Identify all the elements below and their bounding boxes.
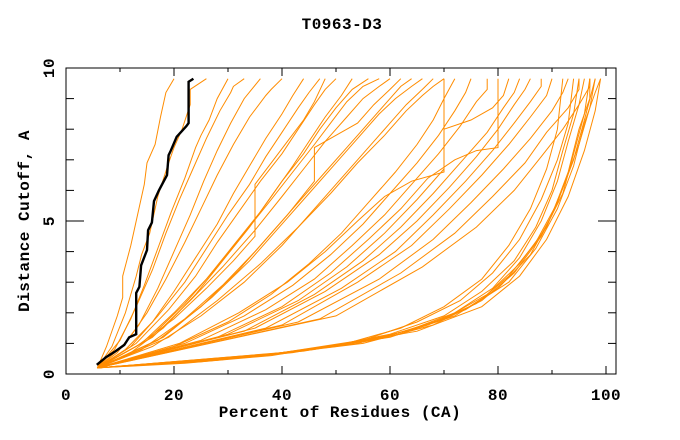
y-axis-title: Distance Cutoff, A — [16, 130, 34, 312]
x-tick-label: 0 — [61, 387, 71, 405]
model-curve — [97, 78, 542, 369]
model-curve — [96, 78, 207, 369]
plot-frame — [65, 67, 617, 375]
x-tick-label: 100 — [591, 387, 621, 405]
model-curve — [97, 78, 596, 369]
x-tick-label: 80 — [488, 387, 508, 405]
model-curve — [96, 78, 245, 369]
model-curve — [96, 78, 283, 369]
model-curve — [97, 78, 337, 369]
x-tick-label: 40 — [272, 387, 292, 405]
model-curve — [97, 78, 602, 369]
model-curve — [97, 78, 321, 369]
model-curve — [97, 78, 602, 369]
model-curve — [97, 78, 510, 369]
model-curve — [97, 78, 591, 369]
highlighted-model-curve — [96, 77, 195, 366]
model-curve — [97, 78, 569, 369]
model-curve — [97, 78, 472, 369]
model-curve — [97, 78, 553, 369]
y-tick-label: 5 — [41, 216, 59, 226]
model-curve — [96, 78, 175, 369]
model-curve — [97, 78, 521, 369]
x-tick-label: 20 — [164, 387, 184, 405]
model-curve — [97, 78, 423, 369]
x-tick-label: 60 — [380, 387, 400, 405]
model-curve — [97, 78, 412, 369]
model-curve — [97, 78, 380, 369]
y-tick-label: 0 — [41, 369, 59, 379]
model-curve — [97, 78, 531, 369]
model-curve — [97, 78, 591, 369]
model-curve — [97, 78, 564, 369]
model-curve — [97, 78, 369, 369]
y-tick-label: 10 — [41, 58, 59, 78]
axes-frame — [65, 67, 617, 375]
model-curves — [96, 77, 602, 369]
model-curve — [97, 78, 591, 369]
model-curve — [97, 78, 596, 369]
model-curve — [97, 78, 456, 369]
plot-title: T0963-D3 — [302, 16, 383, 34]
model-curve — [97, 78, 488, 369]
model-curve — [97, 78, 445, 369]
model-curve — [97, 78, 499, 369]
model-curve — [97, 78, 326, 369]
model-curve — [97, 78, 445, 369]
tick-labels: 0 20 40 60 80 100 0 5 10 — [41, 58, 621, 405]
model-curve — [97, 78, 391, 369]
model-curve — [97, 78, 434, 369]
model-curve — [97, 78, 580, 369]
x-axis-title: Percent of Residues (CA) — [219, 404, 461, 422]
